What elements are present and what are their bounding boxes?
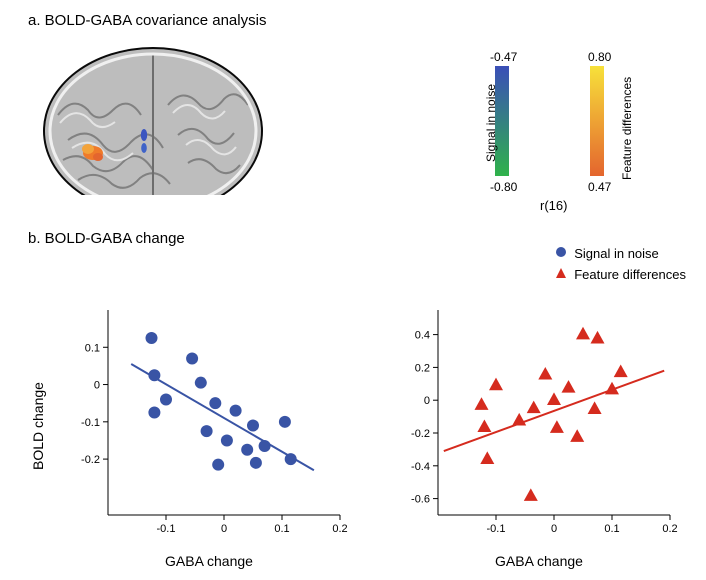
right-xlabel: GABA change (495, 553, 583, 569)
feature-colorbar (590, 66, 604, 176)
svg-text:0: 0 (94, 380, 100, 392)
svg-text:0.2: 0.2 (415, 362, 430, 374)
legend-feature: Feature differences (554, 266, 686, 283)
scatter-signal-in-noise: -0.1 0 0.1 0.2 -0.2 -0.1 0 0.1 (60, 300, 350, 550)
left-xlabel: GABA change (165, 553, 253, 569)
feature-bottom-value: 0.47 (588, 180, 611, 194)
panel-b-title: b. BOLD-GABA change (28, 230, 185, 247)
legend-signal-marker (554, 245, 568, 262)
panel-a-title: a. BOLD-GABA covariance analysis (28, 12, 266, 29)
svg-text:0: 0 (424, 395, 430, 407)
svg-text:0.2: 0.2 (662, 523, 677, 535)
left-ylabel: BOLD change (30, 382, 46, 470)
svg-text:-0.1: -0.1 (81, 417, 100, 429)
svg-text:0.4: 0.4 (415, 330, 430, 342)
svg-text:0.1: 0.1 (274, 523, 289, 535)
legend-feature-label: Feature differences (574, 267, 686, 282)
feature-top-value: 0.80 (588, 50, 611, 64)
svg-text:-0.1: -0.1 (487, 523, 506, 535)
legend: Signal in noise Feature differences (554, 245, 686, 287)
colorscale-block: -0.47 -0.80 Signal in noise 0.80 0.47 Fe… (470, 52, 680, 202)
svg-text:-0.1: -0.1 (157, 523, 176, 535)
legend-signal: Signal in noise (554, 245, 686, 262)
feature-side-label: Feature differences (620, 77, 634, 180)
svg-text:-0.2: -0.2 (411, 428, 430, 440)
colorscale-axis-label: r(16) (540, 198, 567, 213)
svg-text:0.1: 0.1 (85, 342, 100, 354)
svg-text:-0.2: -0.2 (81, 454, 100, 466)
legend-signal-label: Signal in noise (574, 246, 659, 261)
signal-side-label: Signal in noise (484, 84, 498, 162)
svg-text:0.2: 0.2 (332, 523, 347, 535)
signal-bottom-value: -0.80 (490, 180, 517, 194)
legend-feature-marker (554, 266, 568, 283)
scatter-feature-differences: -0.1 0 0.1 0.2 -0.6 -0.4 -0.2 0 0.2 0.4 (390, 300, 680, 550)
svg-text:0.1: 0.1 (604, 523, 619, 535)
svg-text:0: 0 (551, 523, 557, 535)
svg-text:0: 0 (221, 523, 227, 535)
signal-top-value: -0.47 (490, 50, 517, 64)
brain-slice (38, 45, 268, 195)
svg-text:-0.6: -0.6 (411, 494, 430, 506)
svg-text:-0.4: -0.4 (411, 461, 430, 473)
